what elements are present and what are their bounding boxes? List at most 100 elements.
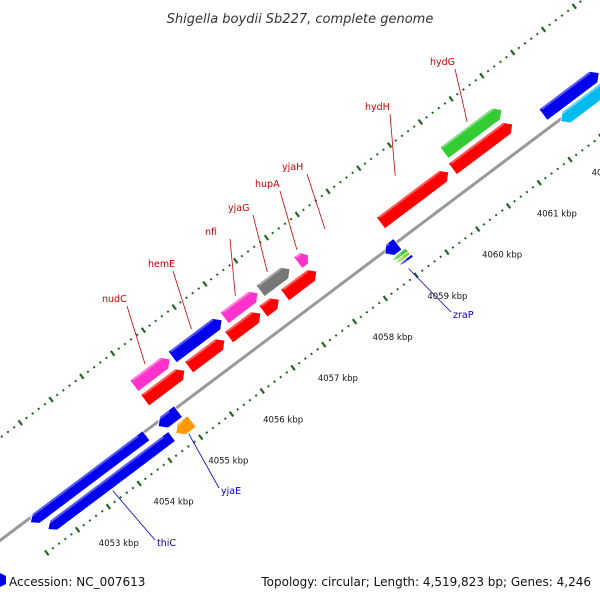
tick-mark (488, 218, 492, 222)
hydG-feature-highlight (441, 108, 494, 149)
tick-mark (140, 327, 147, 334)
tick-mark (510, 49, 516, 56)
hydH-feature-highlight (378, 171, 441, 219)
tick-mark (303, 357, 307, 360)
tick-mark (186, 445, 190, 448)
tick-mark (571, 3, 577, 10)
yjaG-feature (255, 266, 291, 298)
leader-line (306, 173, 326, 229)
tick-mark (109, 350, 116, 357)
tick-mark (143, 477, 147, 481)
thiC-feature (47, 430, 177, 531)
tick-mark (425, 115, 428, 119)
tick-mark (94, 514, 98, 518)
gene-label-zraP: zraP (453, 310, 474, 321)
tick-mark (486, 69, 490, 73)
scale-label: 4056 kbp (263, 415, 303, 425)
tick-mark (334, 334, 338, 337)
leader-line (188, 433, 220, 489)
tick-mark (217, 421, 221, 425)
tick-mark (394, 139, 398, 142)
tick-mark (525, 190, 529, 194)
tick-mark (148, 324, 151, 327)
tick-mark (279, 375, 283, 379)
hydH-feature (375, 170, 450, 230)
tick-mark (223, 417, 227, 421)
scale-label: 4061 kbp (537, 210, 577, 220)
tick-mark (338, 180, 342, 184)
tick-mark (6, 430, 10, 434)
zraP-small-3-feature-highlight (399, 258, 408, 266)
tick-mark (290, 364, 296, 371)
yjaH-feature-highlight (295, 252, 302, 258)
tick-mark (413, 272, 419, 279)
tick-mark (209, 277, 213, 281)
yjaH-adjacent-feature-highlight (282, 270, 309, 291)
tick-mark (259, 387, 265, 394)
tick-mark (443, 102, 447, 105)
tick-mark (340, 329, 344, 333)
tick-mark (215, 273, 219, 277)
zraP-small-3-feature (397, 253, 414, 267)
tick-mark (420, 269, 424, 273)
gene-label-hydG: hydG (430, 57, 455, 68)
tick-mark (297, 361, 301, 365)
tick-mark (240, 254, 244, 258)
tick-mark (160, 314, 164, 318)
tick-mark (289, 217, 293, 221)
tick-mark (61, 388, 65, 392)
tick-mark (105, 356, 108, 360)
tick-mark (98, 361, 102, 364)
nfi-feature-highlight (222, 291, 250, 314)
tick-mark (267, 384, 270, 388)
tick-mark (48, 396, 54, 403)
tick-mark (171, 303, 177, 311)
right-edge-gene-feature (538, 70, 600, 121)
tick-mark (156, 468, 160, 471)
tick-mark (246, 250, 250, 253)
yjaH-feature (293, 252, 309, 269)
tick-mark (0, 435, 4, 438)
tick-mark (550, 172, 553, 175)
tick-mark (498, 60, 502, 64)
tick-mark (482, 222, 486, 226)
tick-mark (463, 236, 467, 240)
tick-mark (492, 65, 496, 68)
tick-mark (479, 72, 485, 79)
gene-label-hydH: hydH (365, 102, 390, 113)
legend-marker-icon (0, 573, 6, 587)
tick-mark (406, 129, 410, 133)
tick-mark (433, 259, 436, 263)
tick-mark (79, 373, 85, 380)
tick-mark (439, 255, 443, 259)
right-edge-gene-feature-highlight (540, 71, 591, 110)
yjaG-feature-highlight (258, 267, 282, 287)
thiC-feature-highlight (46, 436, 165, 526)
gene-label-nudC: nudC (102, 294, 127, 305)
tick-mark (474, 225, 481, 233)
tick-mark (417, 118, 424, 126)
tick-mark (316, 347, 320, 351)
leader-line (126, 305, 146, 365)
hupA-adjacent-feature (258, 297, 280, 318)
tick-mark (12, 425, 16, 429)
tick-mark (136, 480, 142, 487)
tick-mark (174, 454, 178, 458)
hydG-feature (439, 107, 503, 159)
tick-mark (308, 203, 311, 207)
tick-mark (351, 171, 355, 175)
tick-mark (320, 194, 324, 198)
tick-mark (154, 319, 158, 323)
nudC-feature-highlight (131, 357, 162, 382)
tick-mark (180, 449, 184, 453)
tick-mark (400, 134, 404, 138)
tick-mark (294, 211, 300, 218)
scale-label: 4059 kbp (427, 292, 467, 302)
tick-mark (500, 209, 504, 212)
tick-mark (408, 278, 412, 282)
scale-labels: 4053 kbp 4054 kbp 4055 kbp 4056 kbp 4057 kbp… (99, 168, 600, 548)
tick-mark (119, 495, 123, 499)
tick-mark (494, 213, 498, 217)
